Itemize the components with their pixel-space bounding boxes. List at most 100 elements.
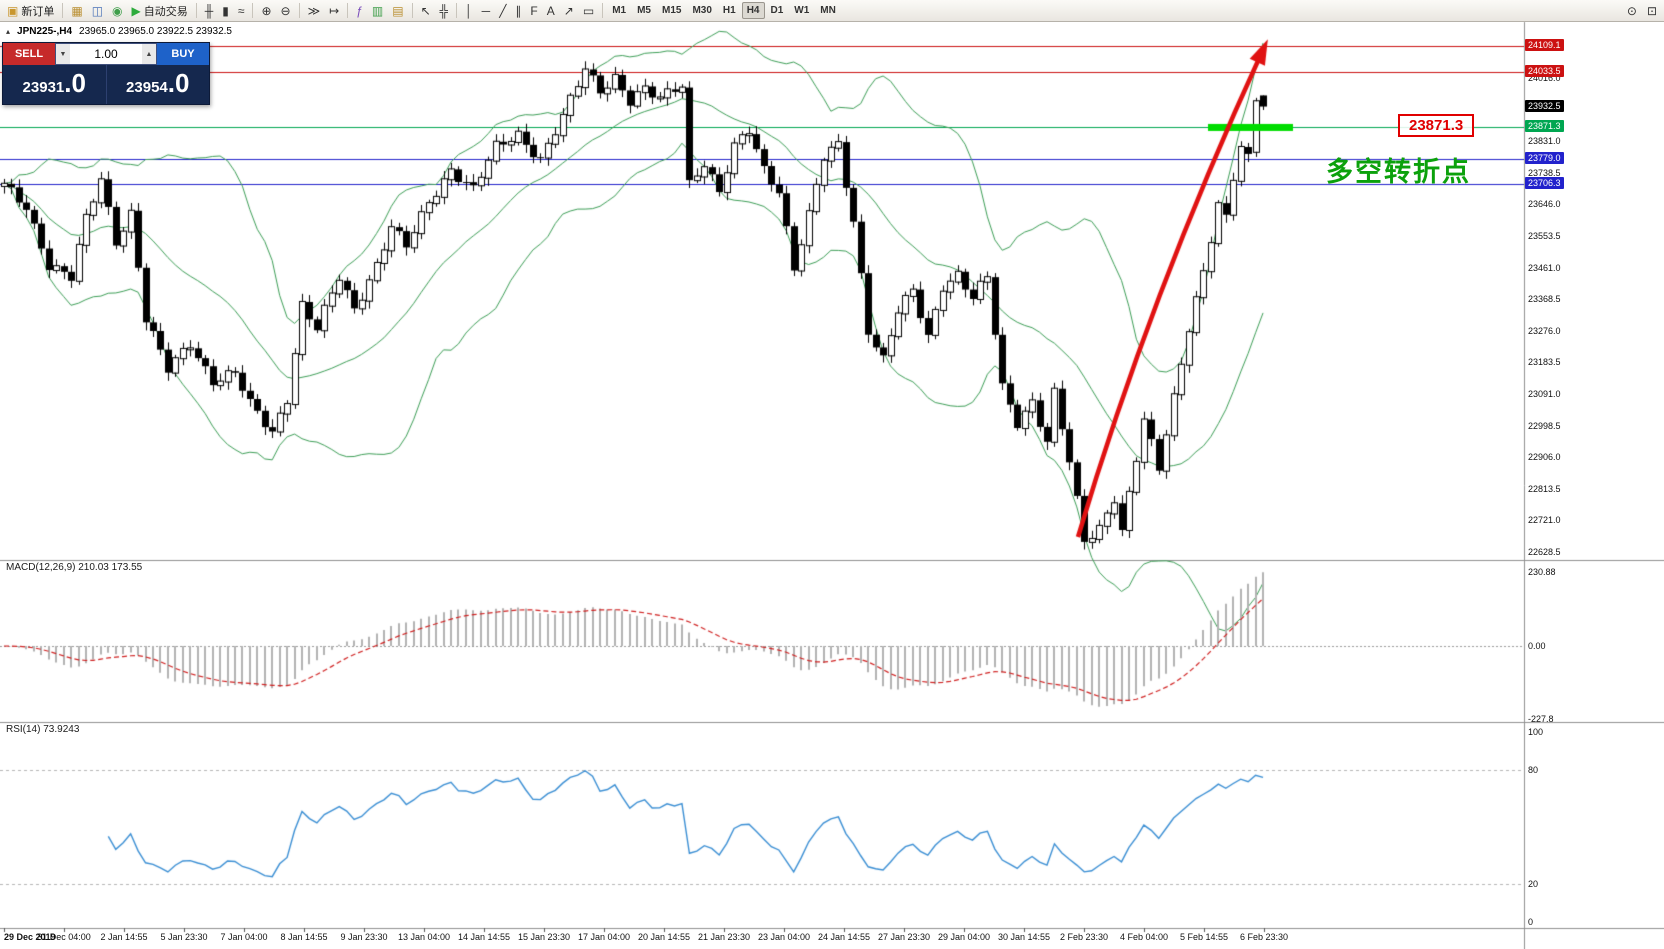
time-axis-label: 2 Jan 14:55 — [100, 932, 148, 942]
price-level-label: 23779.0 — [1525, 151, 1564, 164]
auto-trading-button[interactable]: ▶ 自动交易 — [128, 1, 192, 21]
price-axis-tick: 23091.0 — [1528, 388, 1561, 399]
print-button[interactable]: ⊡ — [1643, 1, 1661, 21]
arrow-tools-icon: ↗ — [563, 3, 574, 18]
toolbar-separator — [456, 3, 458, 18]
toolbar-separator — [347, 3, 349, 18]
lot-increase-button[interactable]: ▲ — [142, 44, 156, 64]
auto-trading-icon: ▶ — [131, 3, 141, 18]
zoom-in-button[interactable]: ⊕ — [257, 1, 275, 21]
candlestick-chart-icon: ▮ — [222, 3, 229, 18]
timeframe-m15-button[interactable]: M15 — [662, 5, 682, 16]
macd-axis-value: -227.8 — [1528, 714, 1554, 724]
sell-button[interactable]: SELL — [3, 43, 55, 65]
time-axis-label: 31 Dec 04:00 — [37, 932, 91, 942]
sell-price[interactable]: 23931 .0 — [3, 65, 106, 104]
price-axis-tick: 22721.0 — [1528, 515, 1561, 526]
toolbar-separator — [252, 3, 254, 18]
crosshair-button[interactable]: ╬ — [436, 1, 453, 21]
lot-decrease-button[interactable]: ▼ — [56, 44, 70, 64]
lot-size-input[interactable] — [70, 44, 142, 64]
price-axis-tick: 23646.0 — [1528, 199, 1561, 210]
find-symbol-button[interactable]: ⊙ — [1623, 1, 1641, 21]
time-axis-label: 24 Jan 14:55 — [817, 932, 871, 942]
timeframe-m1-button[interactable]: M1 — [612, 5, 627, 16]
templates-button[interactable]: ▤ — [388, 1, 407, 21]
price-level-label: 24109.1 — [1525, 39, 1564, 52]
indicators-button[interactable]: ƒ — [352, 1, 367, 21]
buy-price[interactable]: 23954 .0 — [105, 65, 210, 104]
price-axis-tick: 24016.0 — [1528, 73, 1561, 84]
navigator-icon: ◉ — [112, 3, 123, 18]
toolbar-separator — [195, 3, 197, 18]
line-chart-button[interactable]: ≈ — [234, 1, 249, 21]
timeframe-w1-button[interactable]: W1 — [794, 5, 810, 16]
time-axis-label: 6 Feb 23:30 — [1239, 932, 1289, 942]
trendline-button[interactable]: ╱ — [495, 1, 510, 21]
sell-price-main: 23931 — [22, 79, 65, 96]
navigator-button[interactable]: ◉ — [108, 1, 126, 21]
vertical-line-button[interactable]: │ — [461, 1, 477, 21]
candlestick-chart-button[interactable]: ▮ — [218, 1, 233, 21]
charts-window-button[interactable]: ▦ — [67, 1, 86, 21]
arrow-tools-button[interactable]: ↗ — [560, 1, 578, 21]
new-order-button-label: 新订单 — [21, 5, 55, 18]
trendline-icon: ╱ — [499, 3, 507, 18]
zoom-in-icon: ⊕ — [261, 3, 272, 18]
market-watch-button[interactable]: ◫ — [88, 1, 107, 21]
collapse-icon[interactable]: ▴ — [6, 27, 11, 36]
buy-price-pips: .0 — [167, 68, 190, 98]
line-chart-icon: ≈ — [237, 3, 245, 18]
timeframe-h4-button[interactable]: H4 — [741, 2, 765, 19]
horizontal-line-icon: ─ — [481, 3, 491, 18]
zoom-out-button[interactable]: ⊖ — [277, 1, 295, 21]
price-annotation[interactable]: 23871.3 — [1398, 114, 1475, 137]
rsi-indicator-label: RSI(14) 73.9243 — [6, 724, 80, 735]
time-axis-label: 14 Jan 14:55 — [457, 932, 511, 942]
price-level-label: 24033.5 — [1525, 65, 1564, 78]
toolbar-separator — [62, 3, 64, 18]
time-axis-label: 21 Jan 23:30 — [697, 932, 751, 942]
time-axis-label: 27 Jan 23:30 — [877, 932, 931, 942]
buy-button[interactable]: BUY — [157, 43, 209, 65]
time-axis-label: 2 Feb 23:30 — [1059, 932, 1109, 942]
turning-point-annotation[interactable]: 多空转折点 — [1326, 157, 1471, 187]
chart-shift-button[interactable]: ↦ — [325, 1, 343, 21]
timeframe-mn-button[interactable]: MN — [820, 5, 836, 16]
cursor-button[interactable]: ↖ — [417, 1, 435, 21]
timeframe-m5-button[interactable]: M5 — [637, 5, 651, 16]
timeframe-h1-button[interactable]: H1 — [722, 5, 736, 16]
cursor-icon: ↖ — [420, 3, 431, 18]
price-level-label: 23871.3 — [1525, 120, 1564, 133]
price-axis-tick: 23276.0 — [1528, 325, 1561, 336]
new-order-button[interactable]: ▣ 新订单 — [3, 1, 58, 21]
timeframe-m30-button[interactable]: M30 — [692, 5, 712, 16]
price-axis-tick: 23183.5 — [1528, 357, 1561, 368]
toolbar: ▣ 新订单 ▦ ◫ ◉ ▶ 自动交易 ╫ ▮ ≈ ⊕ ⊖ ≫ ↦ ƒ ▥ ▤ ↖ ╬ │ ─ ╱ ∥ F A ↗ ▭ M1 M5 M15 M… — [0, 0, 1664, 22]
shapes-button[interactable]: ▭ — [579, 1, 598, 21]
time-axis-label: 23 Jan 04:00 — [757, 932, 811, 942]
auto-scroll-button[interactable]: ≫ — [304, 1, 325, 21]
price-axis-tick: 22998.5 — [1528, 420, 1561, 431]
timeframe-d1-button[interactable]: D1 — [770, 5, 784, 16]
bid-price-label: 23932.5 — [1525, 99, 1564, 112]
tile-windows-button[interactable]: ▥ — [368, 1, 387, 21]
price-axis-tick: 23831.0 — [1528, 136, 1561, 147]
fibonacci-button[interactable]: F — [526, 1, 541, 21]
vertical-line-icon: │ — [465, 3, 473, 18]
horizontal-line-button[interactable]: ─ — [478, 1, 495, 21]
time-axis-label: 4 Feb 04:00 — [1119, 932, 1169, 942]
toolbar-separator — [602, 3, 604, 18]
channel-icon: ∥ — [515, 3, 522, 18]
rsi-axis-value: 20 — [1528, 879, 1539, 889]
bar-chart-button[interactable]: ╫ — [201, 1, 218, 21]
price-axis-tick: 23368.5 — [1528, 294, 1561, 305]
time-axis-label: 17 Jan 04:00 — [577, 932, 631, 942]
market-watch-icon: ◫ — [91, 3, 104, 18]
time-axis-label: 15 Jan 23:30 — [517, 932, 571, 942]
channel-button[interactable]: ∥ — [511, 1, 525, 21]
price-axis-tick: 22906.0 — [1528, 452, 1561, 463]
text-button[interactable]: A — [543, 1, 559, 21]
